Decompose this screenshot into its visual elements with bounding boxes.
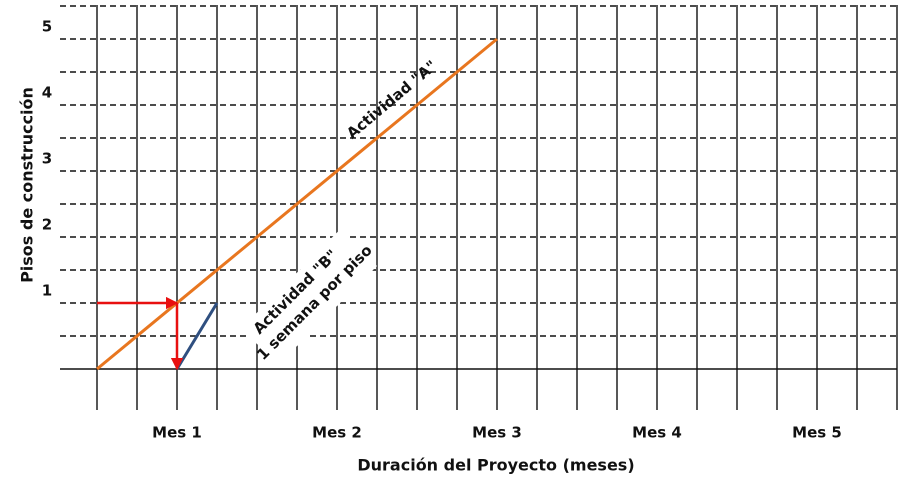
y-tick-label: 5 xyxy=(42,18,52,36)
annotation-b-background xyxy=(241,229,378,366)
x-tick-label: Mes 2 xyxy=(312,424,362,442)
series-line xyxy=(175,302,219,370)
x-axis-label: Duración del Proyecto (meses) xyxy=(357,456,634,475)
annotation-b: Actividad "B"1 semana por piso xyxy=(241,229,378,366)
y-tick-label: 4 xyxy=(42,84,52,102)
marks xyxy=(96,37,498,371)
y-axis-label: Pisos de construcción xyxy=(18,87,37,283)
x-tick-label: Mes 1 xyxy=(152,424,202,442)
x-tick-label: Mes 5 xyxy=(792,424,842,442)
y-tick-label: 2 xyxy=(42,216,52,234)
y-tick-label: 3 xyxy=(42,150,52,168)
x-tick-label: Mes 4 xyxy=(632,424,682,442)
series-line xyxy=(96,37,498,371)
y-tick-label: 1 xyxy=(42,282,52,300)
x-tick-label: Mes 3 xyxy=(472,424,522,442)
grid xyxy=(60,5,898,410)
